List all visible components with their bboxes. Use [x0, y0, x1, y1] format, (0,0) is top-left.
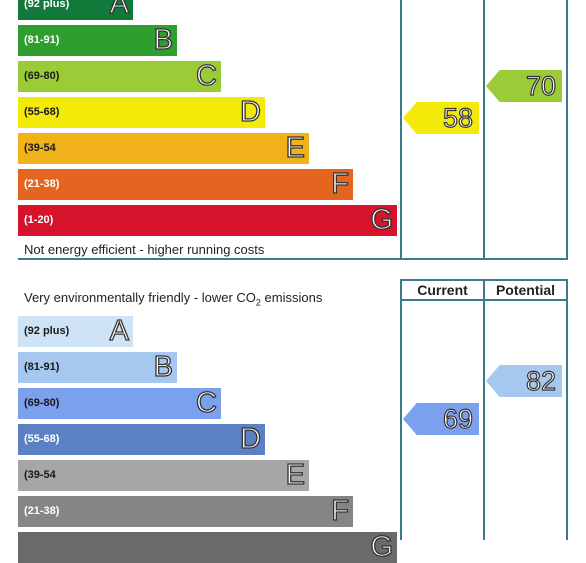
- energy-band-c: (69-80) C: [18, 60, 221, 92]
- env-caption-subscript: 2: [255, 297, 261, 308]
- energy-band-range: (81-91): [24, 34, 60, 46]
- energy-current-value: 58: [442, 102, 473, 133]
- env-potential-rating-arrow: 82: [486, 365, 562, 397]
- energy-band-letter: D: [239, 96, 261, 128]
- env-caption-text: Very environmentally friendly - lower CO: [24, 290, 256, 305]
- env-band-e: (39-54 E: [18, 459, 309, 491]
- env-band-f: (21-38) F: [18, 495, 353, 527]
- env-band-letter: C: [195, 387, 217, 419]
- energy-potential-rating-arrow: 70: [486, 70, 562, 102]
- energy-divider-right: [566, 0, 568, 260]
- env-band-range: (92 plus): [24, 325, 70, 337]
- energy-band-f: (21-38) F: [18, 168, 353, 200]
- energy-band-range: (39-54: [24, 142, 56, 154]
- env-potential-value: 82: [525, 365, 556, 396]
- env-band-range: (81-91): [24, 361, 60, 373]
- env-divider-middle: [483, 279, 485, 540]
- energy-band-letter: F: [331, 168, 350, 200]
- env-column-potential: Potential: [495, 282, 556, 298]
- env-caption-text-end: emissions: [260, 290, 323, 305]
- energy-band-e: (39-54 E: [18, 132, 309, 164]
- env-band-letter: A: [109, 315, 130, 347]
- env-band-range: (21-38): [24, 505, 60, 517]
- epc-graph-page: (92 plus) A (81-91) B (69-80) C (55-68) D (39-54…: [18, 0, 568, 563]
- env-band-letter: D: [239, 423, 261, 455]
- env-band-b: (81-91) B: [18, 351, 177, 383]
- energy-divider-middle: [483, 0, 485, 260]
- energy-potential-value: 70: [525, 70, 556, 101]
- env-current-value: 69: [442, 403, 473, 434]
- env-current-rating-arrow: 69: [403, 403, 479, 435]
- env-band-letter: G: [370, 531, 394, 563]
- env-band-range: (69-80): [24, 397, 60, 409]
- energy-divider-left: [400, 0, 402, 260]
- env-band-c: (69-80) C: [18, 387, 221, 419]
- energy-footer-caption: Not energy efficient - higher running co…: [24, 242, 265, 257]
- energy-band-letter: G: [370, 204, 394, 236]
- energy-band-range: (21-38): [24, 178, 60, 190]
- energy-band-g: (1-20) G: [18, 204, 397, 236]
- energy-band-b: (81-91) B: [18, 24, 177, 56]
- env-band-a: (92 plus) A: [18, 315, 133, 347]
- env-band-g: G: [18, 531, 397, 563]
- energy-band-letter: C: [195, 60, 217, 92]
- energy-band-letter: B: [153, 24, 174, 56]
- env-band-range: (39-54: [24, 469, 56, 481]
- energy-band-letter: E: [285, 132, 306, 164]
- env-band-range: (55-68): [24, 433, 60, 445]
- env-divider-left: [400, 279, 402, 540]
- energy-band-d: (55-68) D: [18, 96, 265, 128]
- env-divider-right: [566, 279, 568, 540]
- energy-bottom-rule: [18, 258, 568, 260]
- env-header-caption: Very environmentally friendly - lower CO…: [24, 290, 322, 308]
- env-column-current: Current: [417, 282, 468, 298]
- energy-band-range: (69-80): [24, 70, 60, 82]
- env-band-d: (55-68) D: [18, 423, 265, 455]
- energy-band-range: (92 plus): [24, 0, 70, 10]
- energy-band-range: (1-20): [24, 214, 54, 226]
- env-band-letter: B: [153, 351, 174, 383]
- energy-current-rating-arrow: 58: [403, 102, 479, 134]
- energy-band-a: (92 plus) A: [18, 0, 133, 20]
- env-band-letter: F: [331, 495, 350, 527]
- env-band-letter: E: [285, 459, 306, 491]
- energy-band-range: (55-68): [24, 106, 60, 118]
- energy-band-letter: A: [109, 0, 130, 20]
